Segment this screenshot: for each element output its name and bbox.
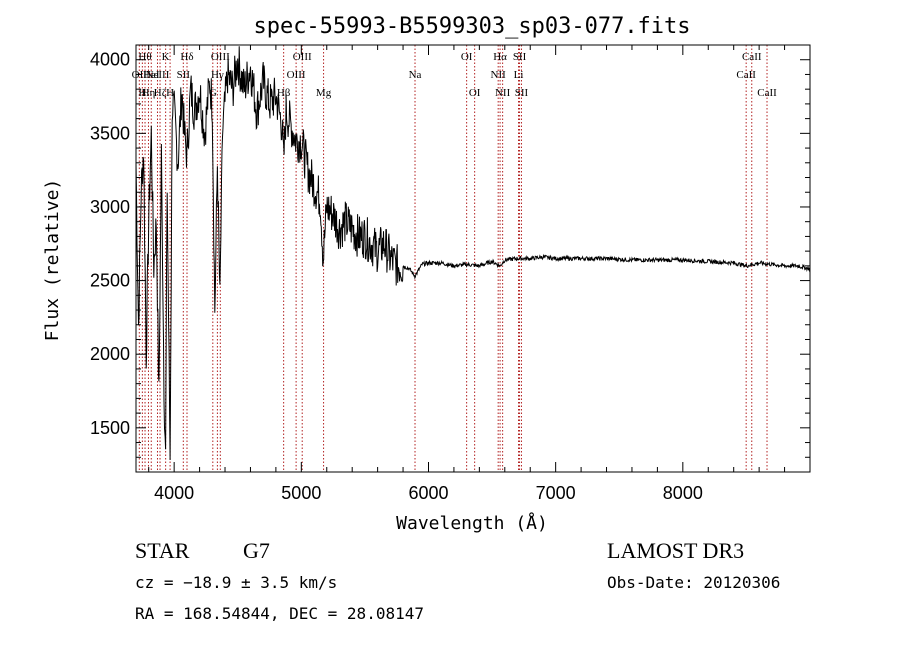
axis-ticks: 4000 5000 6000 7000 8000 1500 2000 2500 3000 3500… <box>90 44 810 503</box>
spectral-line-label: Mg <box>316 87 332 99</box>
spectral-line-label: OIII <box>287 69 306 81</box>
spectral-line-label: OI <box>461 51 473 63</box>
y-tick-label: 2000 <box>90 344 130 364</box>
spectral-line-label: G <box>209 87 217 99</box>
x-tick-label: 7000 <box>536 483 576 503</box>
y-tick-label: 1500 <box>90 418 130 438</box>
spectrum-line <box>135 46 811 461</box>
coordinates: RA = 168.54844, DEC = 28.08147 <box>135 604 424 623</box>
spectral-line-label: CaII <box>757 87 777 99</box>
spectral-line-label: Hδ <box>180 51 193 63</box>
spectral-line-label: NII <box>495 87 511 99</box>
spectral-line-label: SII <box>515 87 529 99</box>
spectral-line-label: H <box>166 87 174 99</box>
x-tick-label: 4000 <box>154 483 194 503</box>
spectral-line-label: K <box>162 51 170 63</box>
spectral-line-labels: OIIHHθHηHeINeIIIHζKHSIIHδGHγOIIIHβOIIIOI… <box>132 51 777 99</box>
spectral-line-label: Hθ <box>138 51 151 63</box>
y-tick-label: 3500 <box>90 123 130 143</box>
spectral-line-label: OI <box>469 87 481 99</box>
spectral-line-label: Hγ <box>211 69 224 81</box>
spectrum-series <box>135 46 811 461</box>
spectral-line-label: SII <box>177 69 191 81</box>
spectral-line-label: OIII <box>293 51 312 63</box>
spectral-line-label: Hα <box>493 51 507 63</box>
x-tick-label: 5000 <box>281 483 321 503</box>
spectral-line-label: Hη <box>142 87 156 99</box>
spectral-line-label: Na <box>409 69 422 81</box>
spectral-line-label: Hζ <box>154 87 167 99</box>
survey-name: LAMOST DR3 <box>607 538 745 563</box>
y-axis-label: Flux (relative) <box>42 179 63 342</box>
x-axis-label: Wavelength (Å) <box>396 512 548 534</box>
x-tick-label: 8000 <box>663 483 703 503</box>
spectral-line-label: CaII <box>742 51 762 63</box>
spectral-line-label: Hβ <box>277 87 291 99</box>
y-tick-label: 4000 <box>90 50 130 70</box>
spectral-line-label: Li <box>514 69 524 81</box>
spectral-line-label: H <box>138 87 146 99</box>
observation-date: Obs-Date: 20120306 <box>607 573 781 592</box>
spectral-line-label: SII <box>513 51 527 63</box>
spectral-line-label: NeIII <box>146 69 170 81</box>
spectral-line-label: CaII <box>736 69 756 81</box>
object-type: STAR <box>135 538 190 563</box>
spectral-lines <box>138 45 768 472</box>
redshift-cz: cz = −18.9 ± 3.5 km/s <box>135 573 338 592</box>
spectral-line-label: OIII <box>211 51 230 63</box>
y-tick-label: 2500 <box>90 271 130 291</box>
chart-title: spec-55993-B5599303_sp03-077.fits <box>253 14 690 39</box>
y-tick-label: 3000 <box>90 197 130 217</box>
spectral-line-label: NII <box>491 69 507 81</box>
spectral-line-label: HeI <box>143 69 160 81</box>
object-subclass: G7 <box>243 538 270 563</box>
plot-frame <box>135 44 811 473</box>
x-tick-label: 6000 <box>408 483 448 503</box>
